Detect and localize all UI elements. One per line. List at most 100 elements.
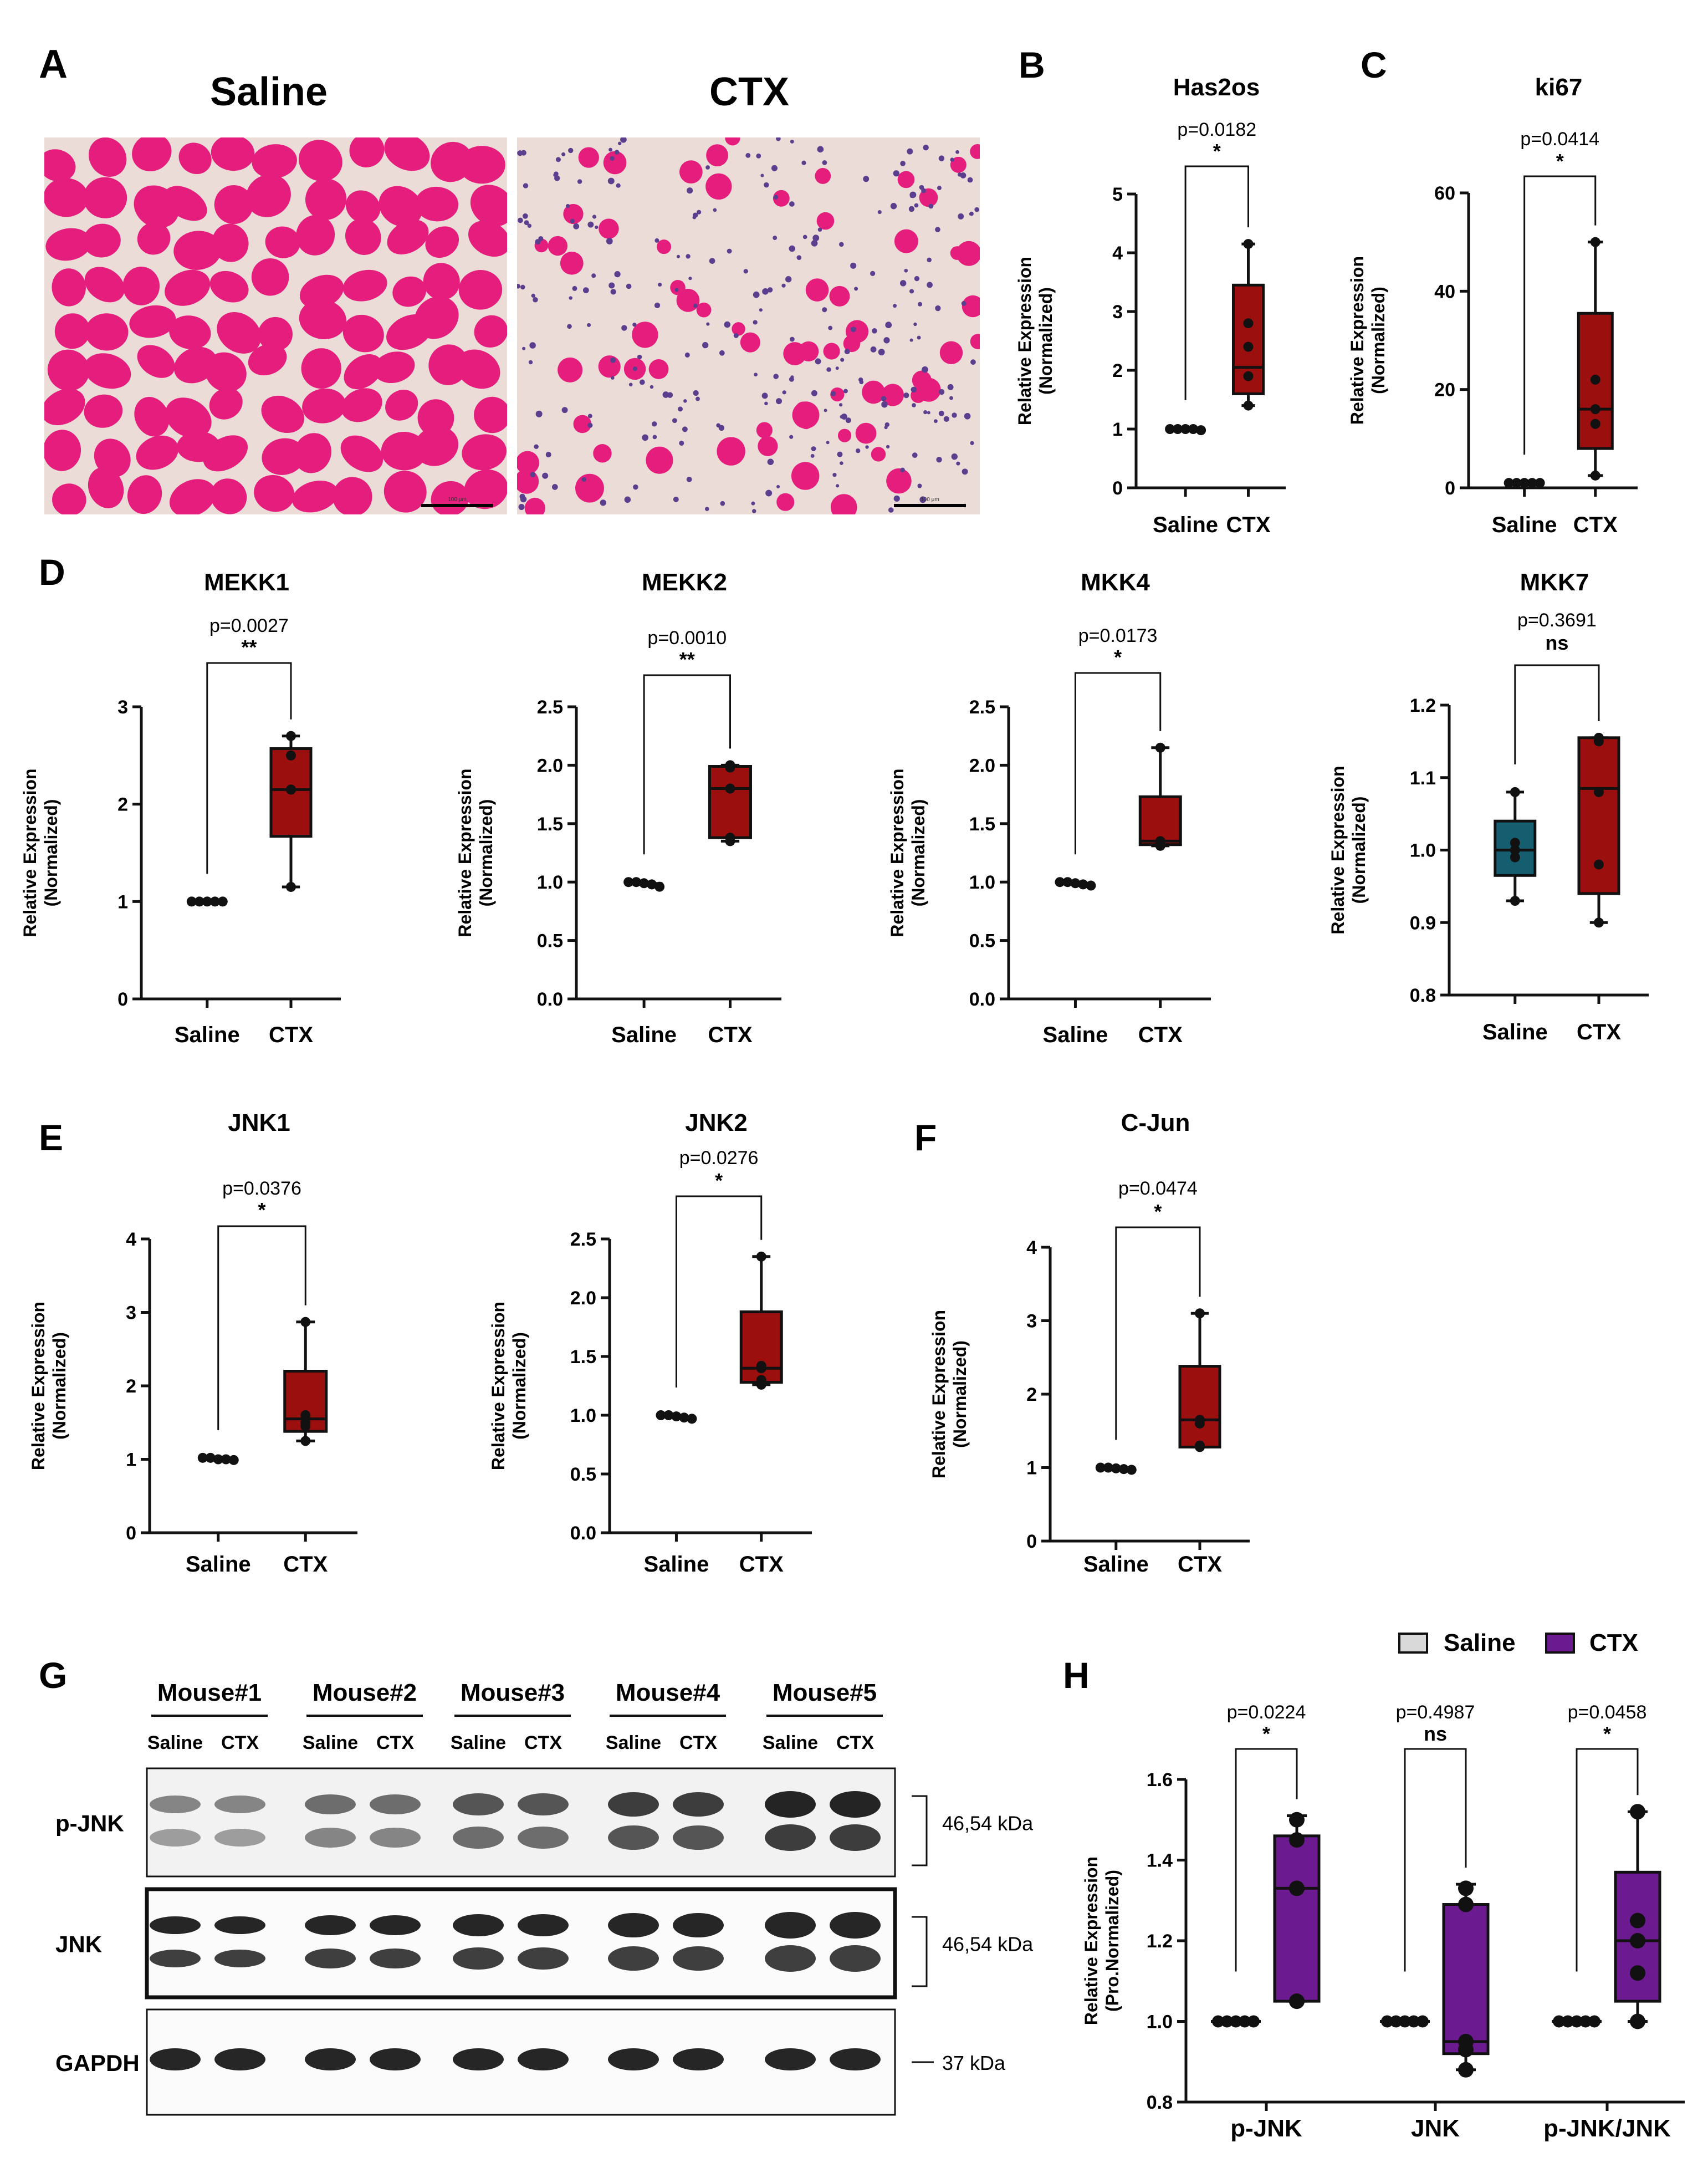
- data-point: [1055, 877, 1065, 887]
- points-ctx: [286, 731, 296, 892]
- blot-band: [518, 1947, 569, 1970]
- blot-band: [765, 1912, 816, 1939]
- data-point: [1212, 2015, 1224, 2028]
- y-tick-label: 1.6: [1147, 1769, 1173, 1791]
- lane-label: Saline: [451, 1732, 506, 1753]
- x-tick-label: CTX: [1138, 1023, 1183, 1047]
- blot-band: [370, 1949, 421, 1968]
- significance-bracket: [1523, 175, 1597, 455]
- chart-e1: JNK1 p=0.0376* 0 1 2 3 4 Saline CTX Relative Expr…: [28, 1109, 357, 1577]
- data-point: [1243, 371, 1254, 381]
- blot-band: [765, 1945, 816, 1972]
- panel-letter-H: H: [1063, 1655, 1090, 1696]
- blot-band: [214, 1916, 265, 1934]
- data-point: [1510, 896, 1520, 906]
- y-tick-label: 1.0: [537, 872, 563, 893]
- significance-label: ns: [1545, 631, 1568, 654]
- significance-label: *: [1556, 150, 1564, 172]
- y-tick-label: 0.8: [1147, 2092, 1173, 2113]
- legend-label-ctx: CTX: [1589, 1629, 1638, 1656]
- significance-bracket: [643, 674, 731, 855]
- y-tick-label: 2: [117, 794, 128, 815]
- data-point: [1458, 2062, 1474, 2078]
- y-axis-label: Relative Expression(Pro.Normalized): [1081, 1856, 1122, 2025]
- blot-band: [830, 1912, 881, 1939]
- panel-letter-E: E: [39, 1117, 63, 1158]
- significance-label: *: [1213, 140, 1221, 162]
- chart-title: MEKK1: [204, 569, 289, 596]
- data-point: [213, 1454, 223, 1465]
- data-point: [1247, 2015, 1260, 2028]
- data-point: [1416, 2015, 1429, 2028]
- box-ctx: [1577, 241, 1614, 477]
- data-point: [1195, 1419, 1205, 1429]
- points-saline: [1553, 2015, 1600, 2028]
- y-axis-label: Relative Expression(Normalized): [455, 768, 496, 937]
- blot-band: [150, 2048, 201, 2070]
- blot-band: [150, 1829, 201, 1847]
- blot-row-label: p-JNK: [55, 1810, 124, 1837]
- blot-band: [214, 1796, 265, 1813]
- blot-band: [608, 2048, 659, 2070]
- x-tick-label: Saline: [1482, 1020, 1548, 1044]
- significance-bracket: [1514, 664, 1600, 764]
- data-point: [1195, 1308, 1205, 1319]
- y-tick-label: 1.2: [1147, 1931, 1173, 1952]
- data-point: [1103, 1462, 1113, 1473]
- points-saline: [1095, 1462, 1137, 1475]
- data-point: [756, 1363, 766, 1374]
- y-tick-label: 0.5: [537, 931, 563, 952]
- p-value-label: p=0.4987: [1396, 1702, 1475, 1723]
- y-tick-label: 0.8: [1410, 985, 1436, 1006]
- y-tick-label: 0.5: [969, 931, 995, 952]
- y-tick-label: 40: [1434, 281, 1455, 302]
- box-iqr: [1577, 736, 1620, 895]
- points-saline: [186, 896, 228, 907]
- data-point: [1630, 2013, 1645, 2029]
- points-ctx: [1594, 732, 1604, 928]
- data-point: [228, 1455, 239, 1465]
- data-point: [1527, 478, 1537, 488]
- data-point: [1553, 2015, 1565, 2028]
- he-saline-title: Saline: [210, 70, 328, 114]
- data-point: [1511, 478, 1522, 488]
- blot-row-label: JNK: [55, 1931, 102, 1957]
- data-point: [1289, 1993, 1305, 2009]
- y-axis-label-line2: (Normalized): [1349, 797, 1369, 904]
- chart-d1: MEKK1 p=0.0027** 0 1 2 3 Saline CTX Relative Exp…: [20, 569, 341, 1047]
- data-point: [725, 836, 735, 846]
- y-tick-label: 3: [1112, 302, 1123, 323]
- significance-label: **: [241, 636, 257, 659]
- p-value-label: p=0.0010: [647, 628, 727, 649]
- y-axis-label: Relative Expression(Normalized): [1328, 766, 1369, 934]
- blot-band: [518, 1793, 569, 1815]
- significance-label: *: [1114, 646, 1122, 669]
- significance-label: *: [1603, 1722, 1611, 1745]
- data-point: [1173, 424, 1183, 434]
- significance-label: ns: [1424, 1722, 1447, 1745]
- data-point: [1630, 1804, 1645, 1820]
- data-point: [639, 878, 650, 889]
- significance-label: **: [679, 648, 695, 671]
- points-ctx: [756, 1251, 766, 1390]
- data-point: [1408, 2015, 1420, 2028]
- data-point: [1070, 878, 1081, 889]
- chart-d2: MEKK2 p=0.0010** 0.0 0.5 1.0 1.5 2.0 2.5 Saline C…: [455, 569, 781, 1047]
- data-point: [300, 1410, 311, 1420]
- data-point: [1535, 478, 1545, 488]
- y-tick-label: 0: [1026, 1531, 1037, 1552]
- x-tick-label: CTX: [1178, 1552, 1222, 1577]
- data-point: [1630, 1933, 1645, 1949]
- panel-letter-B: B: [1019, 44, 1045, 85]
- blot-band: [150, 1916, 201, 1934]
- blot-band: [305, 1828, 356, 1848]
- x-tick-label: Saline: [1153, 513, 1218, 537]
- blot-bracket: [912, 1795, 928, 1866]
- data-point: [1399, 2015, 1411, 2028]
- mouse-label: Mouse#4: [616, 1679, 720, 1706]
- chart-title: Has2os: [1173, 74, 1260, 101]
- chart-title: ki67: [1535, 74, 1583, 101]
- data-point: [1590, 237, 1600, 247]
- data-point: [205, 1452, 216, 1463]
- he-image-saline: 100 μm: [44, 137, 507, 514]
